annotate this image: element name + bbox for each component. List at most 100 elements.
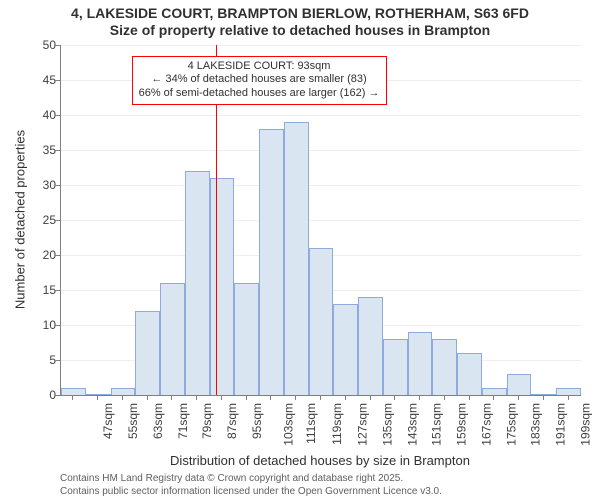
histogram-bar	[135, 311, 160, 395]
histogram-bar	[531, 394, 556, 395]
x-tick-label: 191sqm	[554, 403, 568, 446]
attribution-footer: Contains HM Land Registry data © Crown c…	[60, 473, 442, 498]
x-tick-label: 183sqm	[529, 403, 543, 446]
y-tick-mark	[55, 80, 60, 81]
histogram-bar	[556, 388, 581, 395]
x-tick-label: 55sqm	[126, 403, 140, 439]
x-tick-mark	[270, 395, 271, 400]
x-tick-mark	[97, 395, 98, 400]
x-tick-label: 95sqm	[250, 403, 264, 439]
histogram-bar	[383, 339, 408, 395]
histogram-bar	[432, 339, 457, 395]
title-line-2: Size of property relative to detached ho…	[0, 22, 600, 39]
y-tick-mark	[55, 220, 60, 221]
y-tick-mark	[55, 255, 60, 256]
grid-line	[61, 150, 581, 151]
x-tick-mark	[246, 395, 247, 400]
footer-line-2: Contains public sector information licen…	[60, 486, 442, 499]
x-tick-label: 199sqm	[579, 403, 593, 446]
annotation-line: 66% of semi-detached houses are larger (…	[139, 87, 380, 101]
y-tick-mark	[55, 395, 60, 396]
histogram-bar	[234, 283, 259, 395]
y-tick-label: 15	[0, 283, 62, 297]
y-tick-mark	[55, 45, 60, 46]
x-tick-mark	[171, 395, 172, 400]
x-tick-label: 151sqm	[430, 403, 444, 446]
histogram-bar	[111, 388, 136, 395]
x-tick-mark	[518, 395, 519, 400]
histogram-bar	[333, 304, 358, 395]
x-tick-label: 103sqm	[281, 403, 295, 446]
title-line-1: 4, LAKESIDE COURT, BRAMPTON BIERLOW, ROT…	[0, 5, 600, 22]
y-tick-label: 30	[0, 178, 62, 192]
x-tick-mark	[147, 395, 148, 400]
x-tick-label: 119sqm	[330, 403, 344, 445]
x-tick-mark	[72, 395, 73, 400]
y-tick-mark	[55, 290, 60, 291]
x-tick-mark	[370, 395, 371, 400]
x-tick-mark	[469, 395, 470, 400]
x-tick-label: 71sqm	[176, 403, 190, 439]
x-tick-label: 79sqm	[200, 403, 214, 439]
y-tick-label: 40	[0, 108, 62, 122]
x-tick-label: 127sqm	[356, 403, 370, 446]
y-tick-mark	[55, 185, 60, 186]
x-tick-label: 159sqm	[455, 403, 469, 446]
y-tick-mark	[55, 150, 60, 151]
x-tick-mark	[122, 395, 123, 400]
histogram-bar	[160, 283, 185, 395]
footer-line-1: Contains HM Land Registry data © Crown c…	[60, 473, 442, 486]
y-tick-mark	[55, 325, 60, 326]
histogram-bar	[457, 353, 482, 395]
histogram-bar	[61, 388, 86, 395]
y-axis-title: Number of detached properties	[13, 120, 28, 320]
histogram-bar	[507, 374, 532, 395]
annotation-box: 4 LAKESIDE COURT: 93sqm← 34% of detached…	[132, 56, 387, 105]
x-tick-label: 111sqm	[304, 403, 318, 444]
x-tick-mark	[543, 395, 544, 400]
x-tick-label: 47sqm	[101, 403, 115, 439]
y-tick-label: 50	[0, 38, 62, 52]
histogram-bar	[185, 171, 210, 395]
x-tick-label: 135sqm	[380, 403, 394, 446]
x-tick-label: 175sqm	[504, 403, 518, 446]
y-tick-mark	[55, 360, 60, 361]
y-tick-label: 45	[0, 73, 62, 87]
grid-line	[61, 45, 581, 46]
grid-line	[61, 220, 581, 221]
annotation-line: ← 34% of detached houses are smaller (83…	[139, 73, 380, 87]
x-tick-mark	[196, 395, 197, 400]
x-tick-label: 87sqm	[225, 403, 239, 439]
grid-line	[61, 185, 581, 186]
y-tick-label: 0	[0, 388, 62, 402]
histogram-bar	[309, 248, 334, 395]
histogram-bar	[408, 332, 433, 395]
x-tick-label: 143sqm	[405, 403, 419, 446]
y-tick-label: 5	[0, 353, 62, 367]
x-tick-mark	[444, 395, 445, 400]
y-tick-label: 20	[0, 248, 62, 262]
chart-title: 4, LAKESIDE COURT, BRAMPTON BIERLOW, ROT…	[0, 0, 600, 39]
x-tick-mark	[419, 395, 420, 400]
histogram-bar	[259, 129, 284, 395]
chart-container: 4, LAKESIDE COURT, BRAMPTON BIERLOW, ROT…	[0, 0, 600, 500]
x-tick-mark	[221, 395, 222, 400]
x-tick-mark	[320, 395, 321, 400]
x-tick-mark	[493, 395, 494, 400]
histogram-bar	[358, 297, 383, 395]
x-tick-mark	[568, 395, 569, 400]
histogram-bar	[210, 178, 235, 395]
x-axis-title: Distribution of detached houses by size …	[60, 453, 580, 468]
annotation-line: 4 LAKESIDE COURT: 93sqm	[139, 60, 380, 74]
x-tick-mark	[345, 395, 346, 400]
y-tick-label: 35	[0, 143, 62, 157]
histogram-bar	[284, 122, 309, 395]
histogram-bar	[482, 388, 507, 395]
x-tick-label: 63sqm	[151, 403, 165, 439]
y-tick-mark	[55, 115, 60, 116]
y-tick-label: 25	[0, 213, 62, 227]
x-tick-label: 167sqm	[480, 403, 494, 446]
y-tick-label: 10	[0, 318, 62, 332]
grid-line	[61, 115, 581, 116]
x-tick-mark	[394, 395, 395, 400]
